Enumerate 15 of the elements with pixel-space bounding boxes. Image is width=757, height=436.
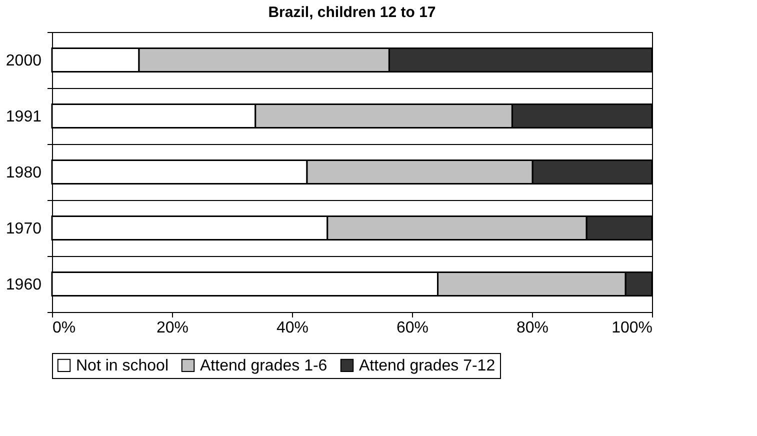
y-tick-label: 1991 [6,108,42,126]
chart-title: Brazil, children 12 to 17 [268,4,436,21]
x-tick-label: 80% [516,320,549,336]
legend-label: Attend grades 1-6 [200,357,328,374]
legend-label: Attend grades 7-12 [359,357,496,374]
x-tick-label: 20% [156,320,189,336]
x-tick-label: 0% [52,320,76,336]
legend-label: Not in school [76,357,168,374]
y-tick-label: 1970 [6,220,42,238]
x-tick-label: 40% [276,320,309,336]
y-tick-label: 1960 [6,276,42,294]
x-tick-label: 100% [612,320,652,336]
x-tick-label: 60% [396,320,429,336]
y-tick-label: 1980 [6,164,42,182]
y-tick-label: 2000 [6,52,42,70]
